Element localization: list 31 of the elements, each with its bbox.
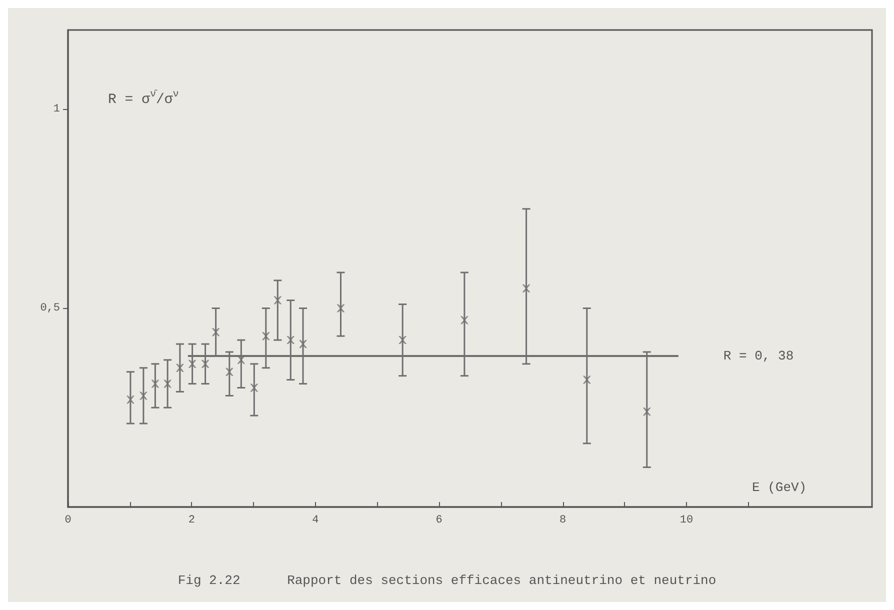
x-tick-label: 0: [64, 514, 72, 526]
point: [139, 392, 148, 400]
point: [522, 284, 530, 292]
point: [460, 316, 468, 324]
point: [151, 380, 160, 388]
text: R = 0, 38: [723, 348, 794, 364]
x-tick-label: 2: [188, 514, 195, 526]
point: [582, 376, 591, 384]
x-tick-label: 8: [559, 514, 566, 526]
point: [176, 364, 184, 372]
point: [201, 360, 210, 368]
point: [286, 336, 295, 344]
point: [336, 304, 345, 312]
x-tick-label: 6: [436, 514, 442, 526]
point: [212, 328, 220, 336]
point: [299, 340, 308, 348]
y-tick-label: 1: [53, 104, 60, 116]
point: [126, 396, 134, 404]
y-tick-label: 0,5: [40, 302, 60, 314]
x-axis-title: E (GeV): [752, 480, 807, 495]
text: Fig 2.22 Rapport des sections efficaces antineutrino et neutrino: [178, 573, 716, 588]
point: [164, 380, 172, 388]
point: [250, 384, 258, 392]
x-tick-label: 4: [312, 514, 320, 526]
point: [398, 336, 407, 344]
point: [274, 296, 282, 304]
x-tick-label: 10: [680, 514, 694, 526]
point: [225, 368, 234, 376]
point: [188, 360, 196, 368]
point: [262, 332, 270, 340]
point: [642, 408, 651, 416]
